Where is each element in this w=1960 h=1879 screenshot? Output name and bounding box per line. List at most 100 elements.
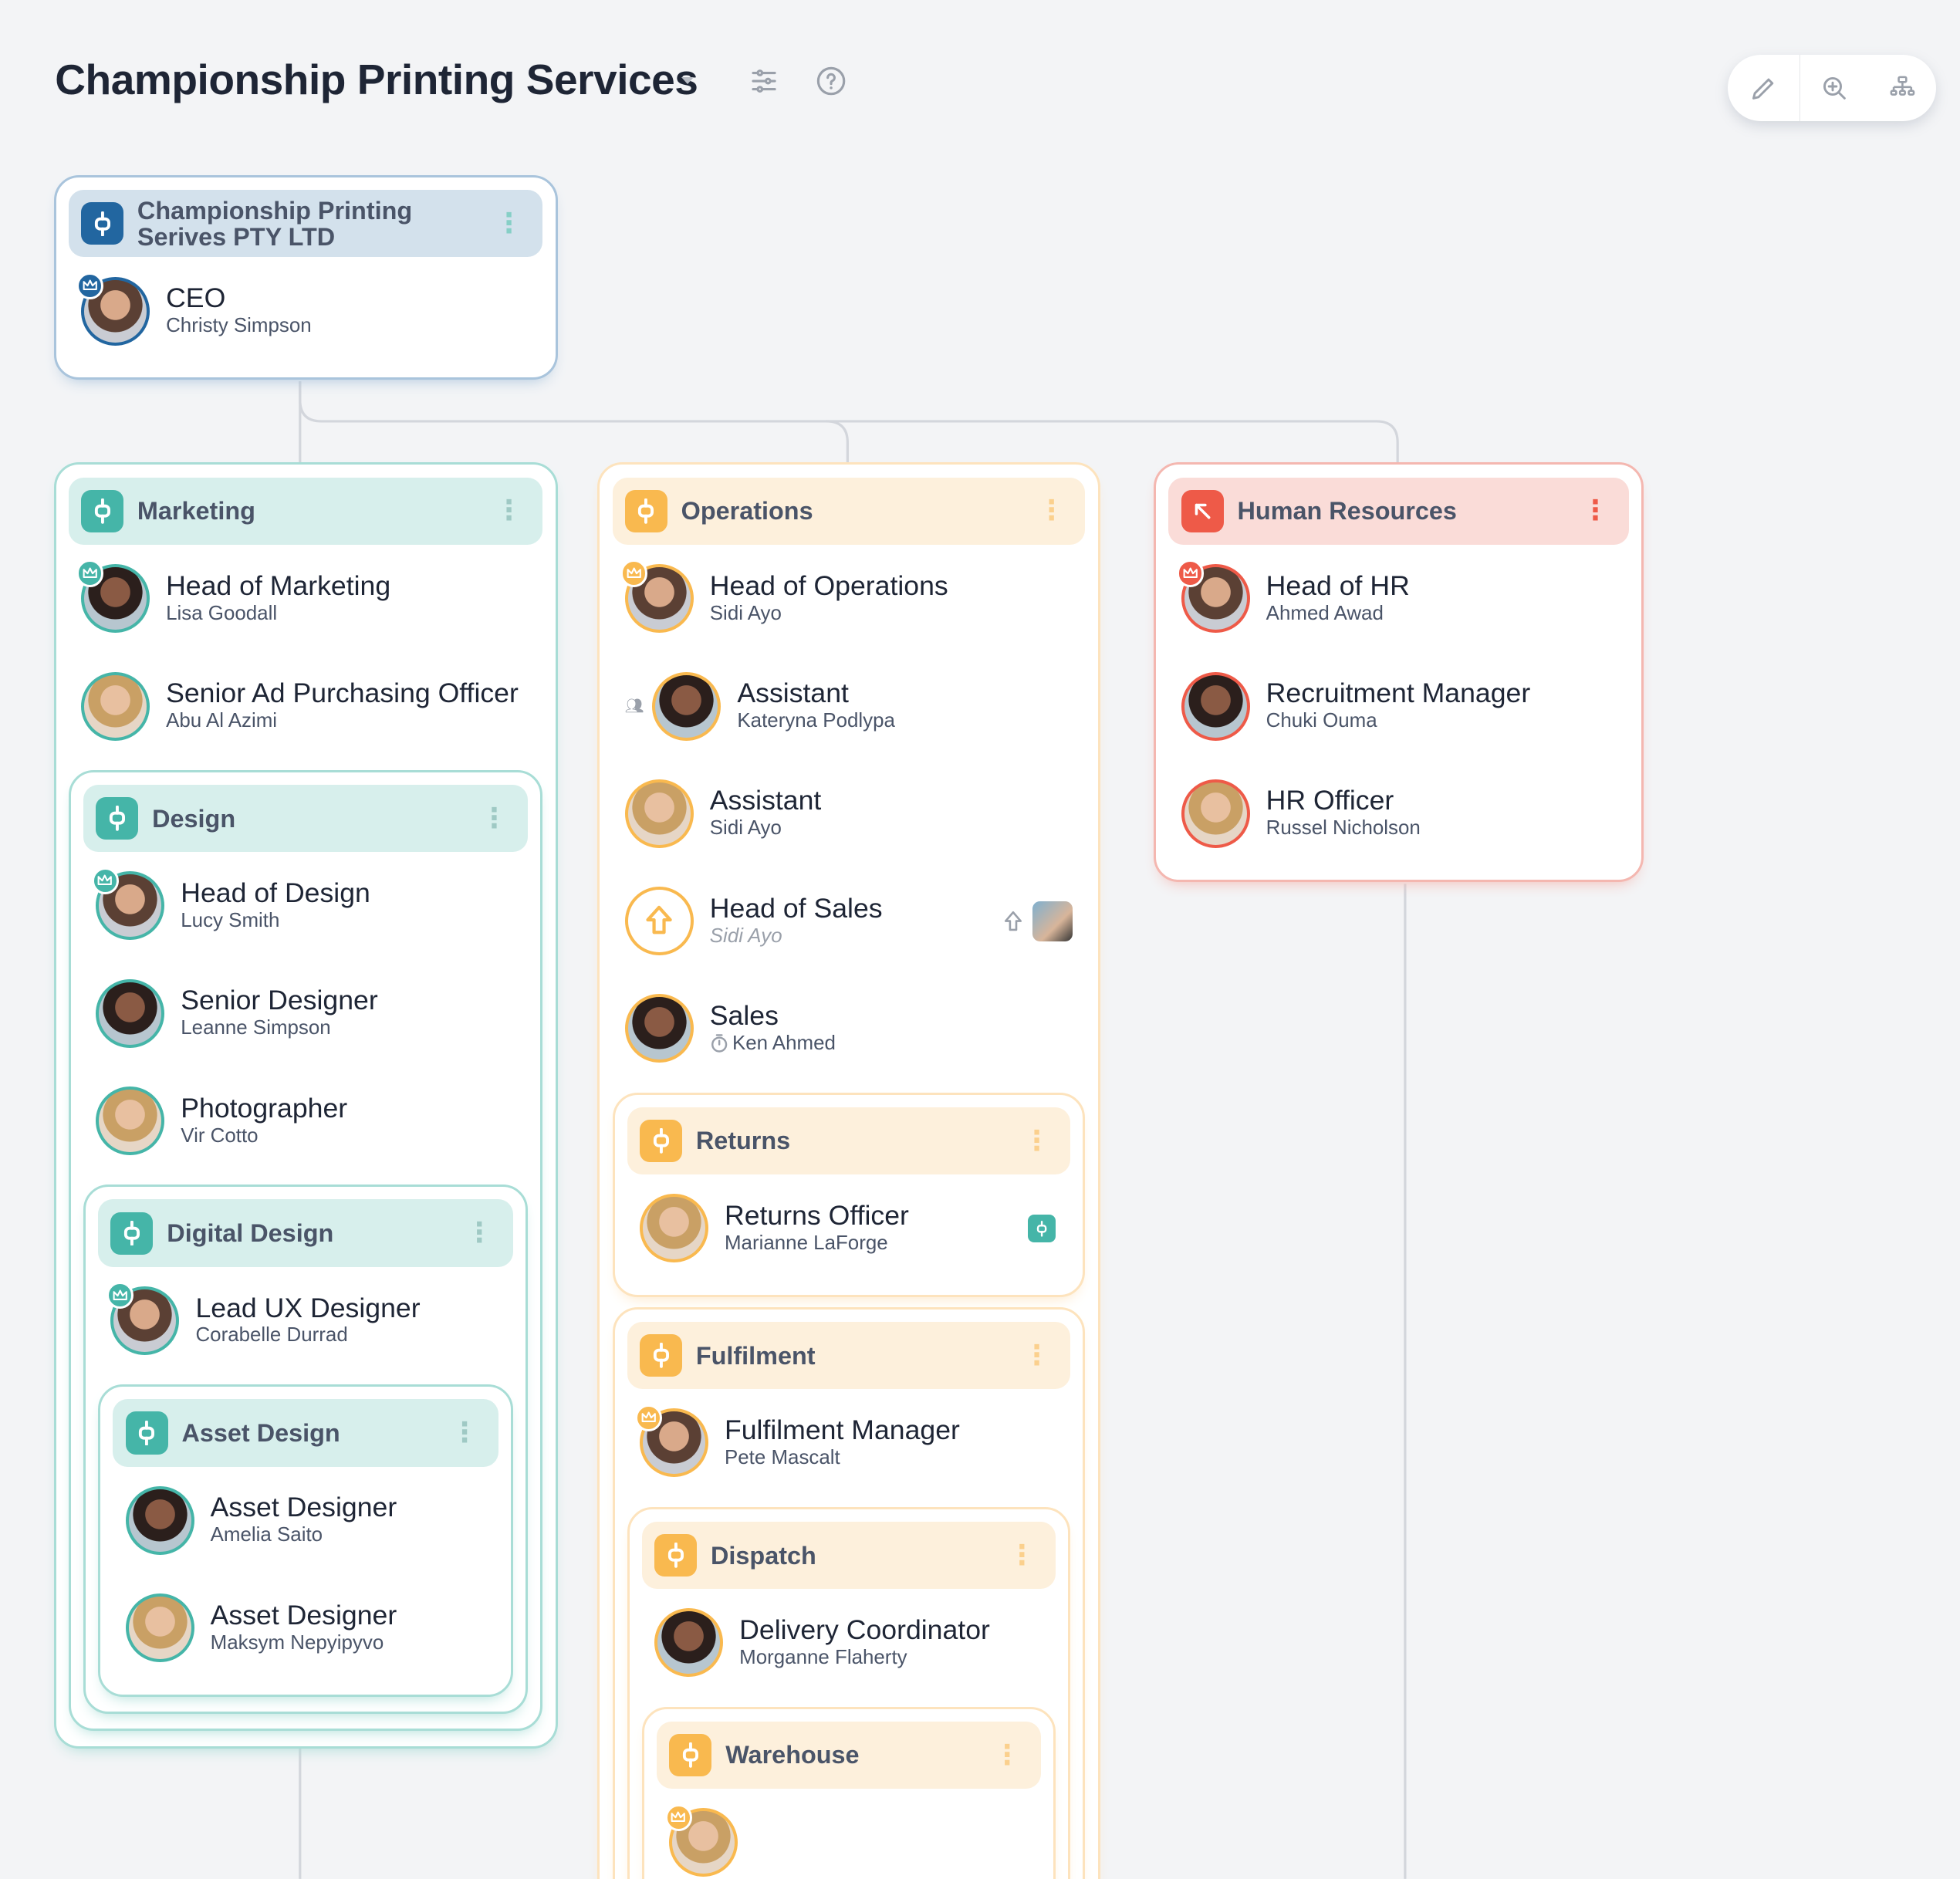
avatar[interactable] <box>96 978 165 1048</box>
group-header[interactable]: Dispatch ⋮ <box>641 1521 1056 1590</box>
group-header[interactable]: Championship Printing Serives PTY LTD ⋮ <box>68 189 543 258</box>
group-badge <box>81 202 124 245</box>
avatar[interactable] <box>106 1282 180 1355</box>
more-menu-icon[interactable]: ⋮ <box>993 1739 1021 1770</box>
position-row[interactable]: Returns Officer Marianne LaForge <box>627 1174 1070 1282</box>
avatar[interactable] <box>620 559 694 634</box>
group-link-icon[interactable] <box>1028 1215 1056 1242</box>
group-header[interactable]: Design ⋮ <box>83 784 529 853</box>
more-menu-icon[interactable]: ⋮ <box>480 802 509 833</box>
group-title: Dispatch <box>711 1541 816 1570</box>
group-header[interactable]: Returns ⋮ <box>627 1107 1071 1175</box>
avatar[interactable] <box>81 671 150 741</box>
position-row[interactable]: Head of Marketing Lisa Goodall <box>69 545 542 652</box>
group-title: Operations <box>681 497 813 526</box>
crown-icon <box>635 1404 663 1431</box>
position-row[interactable]: Delivery Coordinator Morganne Flaherty <box>642 1589 1056 1696</box>
avatar[interactable] <box>624 994 694 1063</box>
position-row[interactable]: Head of HR Ahmed Awad <box>1168 545 1629 652</box>
group-header[interactable]: Fulfilment ⋮ <box>627 1321 1071 1390</box>
position-row[interactable]: Head of Design Lucy Smith <box>83 852 528 959</box>
org-layout-button[interactable] <box>1868 55 1936 121</box>
group-header[interactable]: Warehouse ⋮ <box>657 1721 1041 1789</box>
group-header[interactable]: Digital Design ⋮ <box>98 1199 513 1267</box>
position-row[interactable]: Photographer Vir Cotto <box>83 1067 528 1174</box>
more-menu-icon[interactable]: ⋮ <box>495 495 523 526</box>
more-menu-icon[interactable]: ⋮ <box>1022 1124 1051 1156</box>
group-title: Fulfilment <box>695 1341 816 1370</box>
sliders-icon[interactable] <box>748 65 780 97</box>
position-row[interactable] <box>657 1789 1041 1879</box>
position-row[interactable]: Asset Designer Maksym Nepyipyvo <box>113 1574 498 1681</box>
more-menu-icon[interactable]: ⋮ <box>451 1417 478 1448</box>
crown-icon <box>106 1282 133 1310</box>
person-name: Ken Ahmed <box>732 1032 836 1054</box>
help-circle-icon[interactable] <box>815 65 847 97</box>
position-row[interactable]: Fulfilment Manager Pete Mascalt <box>627 1389 1070 1496</box>
avatar[interactable] <box>1176 559 1250 634</box>
avatar[interactable] <box>624 779 694 848</box>
position-title: Sales <box>709 1000 779 1032</box>
position-row[interactable]: HR Officer Russel Nicholson <box>1168 760 1629 867</box>
zoom-in-icon <box>1823 76 1846 100</box>
avatar[interactable] <box>76 272 150 346</box>
more-menu-icon[interactable]: ⋮ <box>495 207 523 238</box>
group-header[interactable]: Operations ⋮ <box>612 477 1086 546</box>
page-title[interactable]: Championship Printing Services <box>55 56 698 104</box>
position-row[interactable]: Asset Designer Amelia Saito <box>113 1467 498 1574</box>
chevron-down-icon[interactable] <box>681 77 694 84</box>
timer-icon <box>711 1034 728 1053</box>
position-title: Recruitment Manager <box>1266 678 1531 709</box>
more-menu-icon[interactable]: ⋮ <box>1008 1539 1036 1570</box>
group-icon <box>94 211 110 236</box>
avatar[interactable] <box>654 1608 724 1678</box>
avatar[interactable] <box>1181 779 1250 848</box>
avatar[interactable] <box>91 867 165 941</box>
avatar[interactable] <box>96 1087 165 1156</box>
avatar[interactable] <box>76 559 150 634</box>
position-row[interactable]: Recruitment Manager Chuki Ouma <box>1168 652 1629 759</box>
avatar[interactable] <box>652 671 721 741</box>
position-title: Lead UX Designer <box>195 1292 421 1323</box>
arrow-up-left-badge <box>1181 489 1224 532</box>
group-header[interactable]: Asset Design ⋮ <box>113 1399 498 1467</box>
position-row[interactable]: 👥︎ Assistant Kateryna Podlypa <box>613 652 1086 759</box>
zoom-in-button[interactable] <box>1800 55 1868 121</box>
person-name: Kateryna Podlypa <box>737 709 895 732</box>
position-row[interactable]: Lead UX Designer Corabelle Durrad <box>98 1267 513 1374</box>
more-menu-icon[interactable]: ⋮ <box>1581 495 1610 526</box>
position-row[interactable]: CEO Christy Simpson <box>69 257 542 364</box>
position-title: CEO <box>166 282 226 314</box>
position-row[interactable]: Sales Ken Ahmed <box>613 975 1086 1082</box>
avatar[interactable] <box>639 1194 708 1263</box>
avatar[interactable] <box>664 1803 738 1877</box>
group-card: Operations ⋮ Head of Operations Sidi Ayo 👥︎ A… <box>597 462 1100 1879</box>
edit-button[interactable] <box>1728 55 1800 122</box>
group-header[interactable]: Marketing ⋮ <box>68 477 543 546</box>
more-menu-icon[interactable]: ⋮ <box>1022 1339 1051 1370</box>
position-row[interactable]: Assistant Sidi Ayo <box>613 760 1086 867</box>
crown-icon <box>664 1803 692 1831</box>
position-title: Assistant <box>737 678 849 709</box>
position-row[interactable]: Head of Sales Sidi Ayo <box>613 867 1086 975</box>
group-icon <box>682 1742 698 1768</box>
position-row[interactable]: Head of Operations Sidi Ayo <box>613 545 1086 652</box>
person-name: Morganne Flaherty <box>739 1646 907 1668</box>
avatar[interactable] <box>125 1485 194 1555</box>
position-title: Head of Sales <box>709 892 883 924</box>
acting-person-photo[interactable] <box>1032 901 1073 941</box>
group-header[interactable]: Human Resources ⋮ <box>1168 477 1630 546</box>
group-card: Marketing ⋮ Head of Marketing Lisa Goodall S… <box>53 462 558 1749</box>
person-name: Abu Al Azimi <box>166 709 278 732</box>
group-title: Warehouse <box>725 1741 860 1769</box>
position-row[interactable]: Senior Designer Leanne Simpson <box>83 960 528 1067</box>
avatar[interactable] <box>635 1404 708 1478</box>
group-card: Human Resources ⋮ Head of HR Ahmed Awad Recr… <box>1154 462 1644 883</box>
more-menu-icon[interactable]: ⋮ <box>465 1217 494 1249</box>
more-menu-icon[interactable]: ⋮ <box>1037 495 1066 526</box>
avatar[interactable] <box>125 1593 194 1663</box>
position-title: Asset Designer <box>210 1492 397 1523</box>
avatar[interactable] <box>1181 671 1250 741</box>
position-row[interactable]: Senior Ad Purchasing Officer Abu Al Azimi <box>69 652 542 759</box>
group-card: Digital Design ⋮ Lead UX Designer Corabelle… <box>83 1185 529 1714</box>
